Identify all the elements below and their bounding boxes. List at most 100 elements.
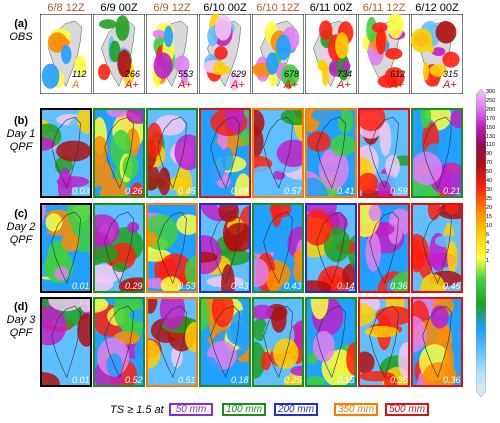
colorbar-tick-label: 1 (486, 258, 490, 265)
threat-score: 0.01 (72, 281, 90, 291)
rainfall-map (252, 203, 304, 293)
rainfall-map (358, 297, 410, 387)
column-label: 6/11 12Z (362, 2, 406, 14)
colorbar-tick-label: 2 (486, 249, 490, 256)
legend-item: 350 mm (334, 403, 378, 416)
rainfall-map (93, 14, 145, 94)
qpf-panel (358, 108, 410, 198)
row-label: (a) OBS (4, 18, 38, 44)
rainfall-map (305, 108, 357, 198)
obs-grade: A+ (284, 79, 298, 91)
colorbar-tick-label: 200 (486, 106, 496, 113)
obs-max-value: 734 (337, 69, 353, 79)
rainfall-map (40, 108, 92, 198)
rainfall-map (146, 14, 198, 94)
colorbar-tick-label: 50 (486, 169, 493, 176)
rainfall-map (199, 297, 251, 387)
colorbar-tick-label: 30 (486, 186, 493, 193)
rainfall-map (93, 297, 145, 387)
qpf-panel (358, 297, 410, 387)
obs-grade: A+ (390, 79, 404, 91)
obs-max-value: 678 (284, 69, 300, 79)
qpf-panel (93, 297, 145, 387)
obs-grade: A+ (231, 79, 245, 91)
rainfall-map (252, 14, 304, 94)
rainfall-map (40, 14, 92, 94)
obs-grade: A+ (125, 79, 139, 91)
obs-panel (358, 14, 410, 94)
row-label: (d) Day 3 QPF (4, 301, 38, 340)
qpf-panel (252, 108, 304, 198)
legend-item: 100 mm (222, 403, 266, 416)
qpf-panel (199, 203, 251, 293)
row-subname: QPF (9, 141, 33, 153)
row-name: Day 1 (6, 128, 36, 140)
row-tag: (b) (13, 115, 29, 127)
obs-panel (411, 14, 463, 94)
threat-score: 0.36 (443, 375, 461, 385)
legend-item: 500 mm (385, 403, 429, 416)
rainfall-map (146, 108, 198, 198)
qpf-panel (305, 108, 357, 198)
column-label: 6/9 00Z (100, 2, 138, 14)
threat-score: 0.36 (390, 281, 408, 291)
qpf-panel (40, 108, 92, 198)
rainfall-map (305, 203, 357, 293)
threat-score: 0.29 (125, 281, 143, 291)
rainfall-map (40, 203, 92, 293)
rainfall-map (358, 203, 410, 293)
rainfall-map (411, 203, 463, 293)
threat-score: 0.68 (231, 186, 249, 196)
rainfall-map (411, 14, 463, 94)
threat-score: 0.18 (231, 375, 249, 385)
column-label: 6/10 00Z (203, 2, 247, 14)
column-label: 6/11 00Z (309, 2, 353, 14)
colorbar-tick-label: 90 (486, 151, 493, 158)
threat-score: 0.43 (231, 281, 249, 291)
threat-score: 0.45 (443, 281, 461, 291)
colorbar-tick-label: 20 (486, 204, 493, 211)
legend-item: 50 mm (169, 403, 213, 416)
obs-grade: A+ (337, 79, 351, 91)
obs-max-value: 612 (390, 69, 406, 79)
threat-score: 0.57 (284, 186, 302, 196)
obs-grade: A (72, 79, 80, 91)
threat-score: 0.21 (443, 186, 461, 196)
qpf-panel (146, 203, 198, 293)
threat-score: 0.41 (337, 186, 355, 196)
threat-score: 0.36 (390, 375, 408, 385)
colorbar-tick-label: 15 (486, 213, 493, 220)
colorbar-tick-label: 4 (486, 240, 490, 247)
row-label: (c) Day 2 QPF (4, 208, 38, 247)
obs-grade: A+ (443, 79, 457, 91)
rainfall-map (93, 203, 145, 293)
qpf-panel (40, 297, 92, 387)
threat-score: 0.03 (72, 186, 90, 196)
rainfall-map (252, 108, 304, 198)
colorbar-graphic (475, 88, 487, 398)
rainfall-map (358, 14, 410, 94)
rainfall-map (305, 14, 357, 94)
colorbar-tick-label: 25 (486, 195, 493, 202)
row-name: Day 3 (6, 314, 36, 326)
rainfall-map (93, 108, 145, 198)
row-tag: (d) (13, 301, 29, 313)
threat-score: 0.51 (178, 375, 196, 385)
row-tag: (c) (14, 208, 28, 220)
colorbar (475, 88, 487, 398)
obs-max-value: 112 (72, 69, 87, 79)
obs-max-value: 629 (231, 69, 247, 79)
colorbar-tick-label: 40 (486, 178, 493, 185)
rainfall-map (411, 297, 463, 387)
qpf-panel (305, 203, 357, 293)
column-label: 6/12 00Z (415, 2, 459, 14)
obs-max-value: 553 (178, 69, 194, 79)
row-name: Day 2 (6, 221, 36, 233)
rainfall-map (146, 203, 198, 293)
threat-score: 0.15 (337, 375, 355, 385)
rainfall-map (252, 297, 304, 387)
rainfall-map (199, 14, 251, 94)
obs-max-value: 315 (443, 69, 459, 79)
rainfall-map (199, 203, 251, 293)
threat-score: 0.59 (390, 186, 408, 196)
